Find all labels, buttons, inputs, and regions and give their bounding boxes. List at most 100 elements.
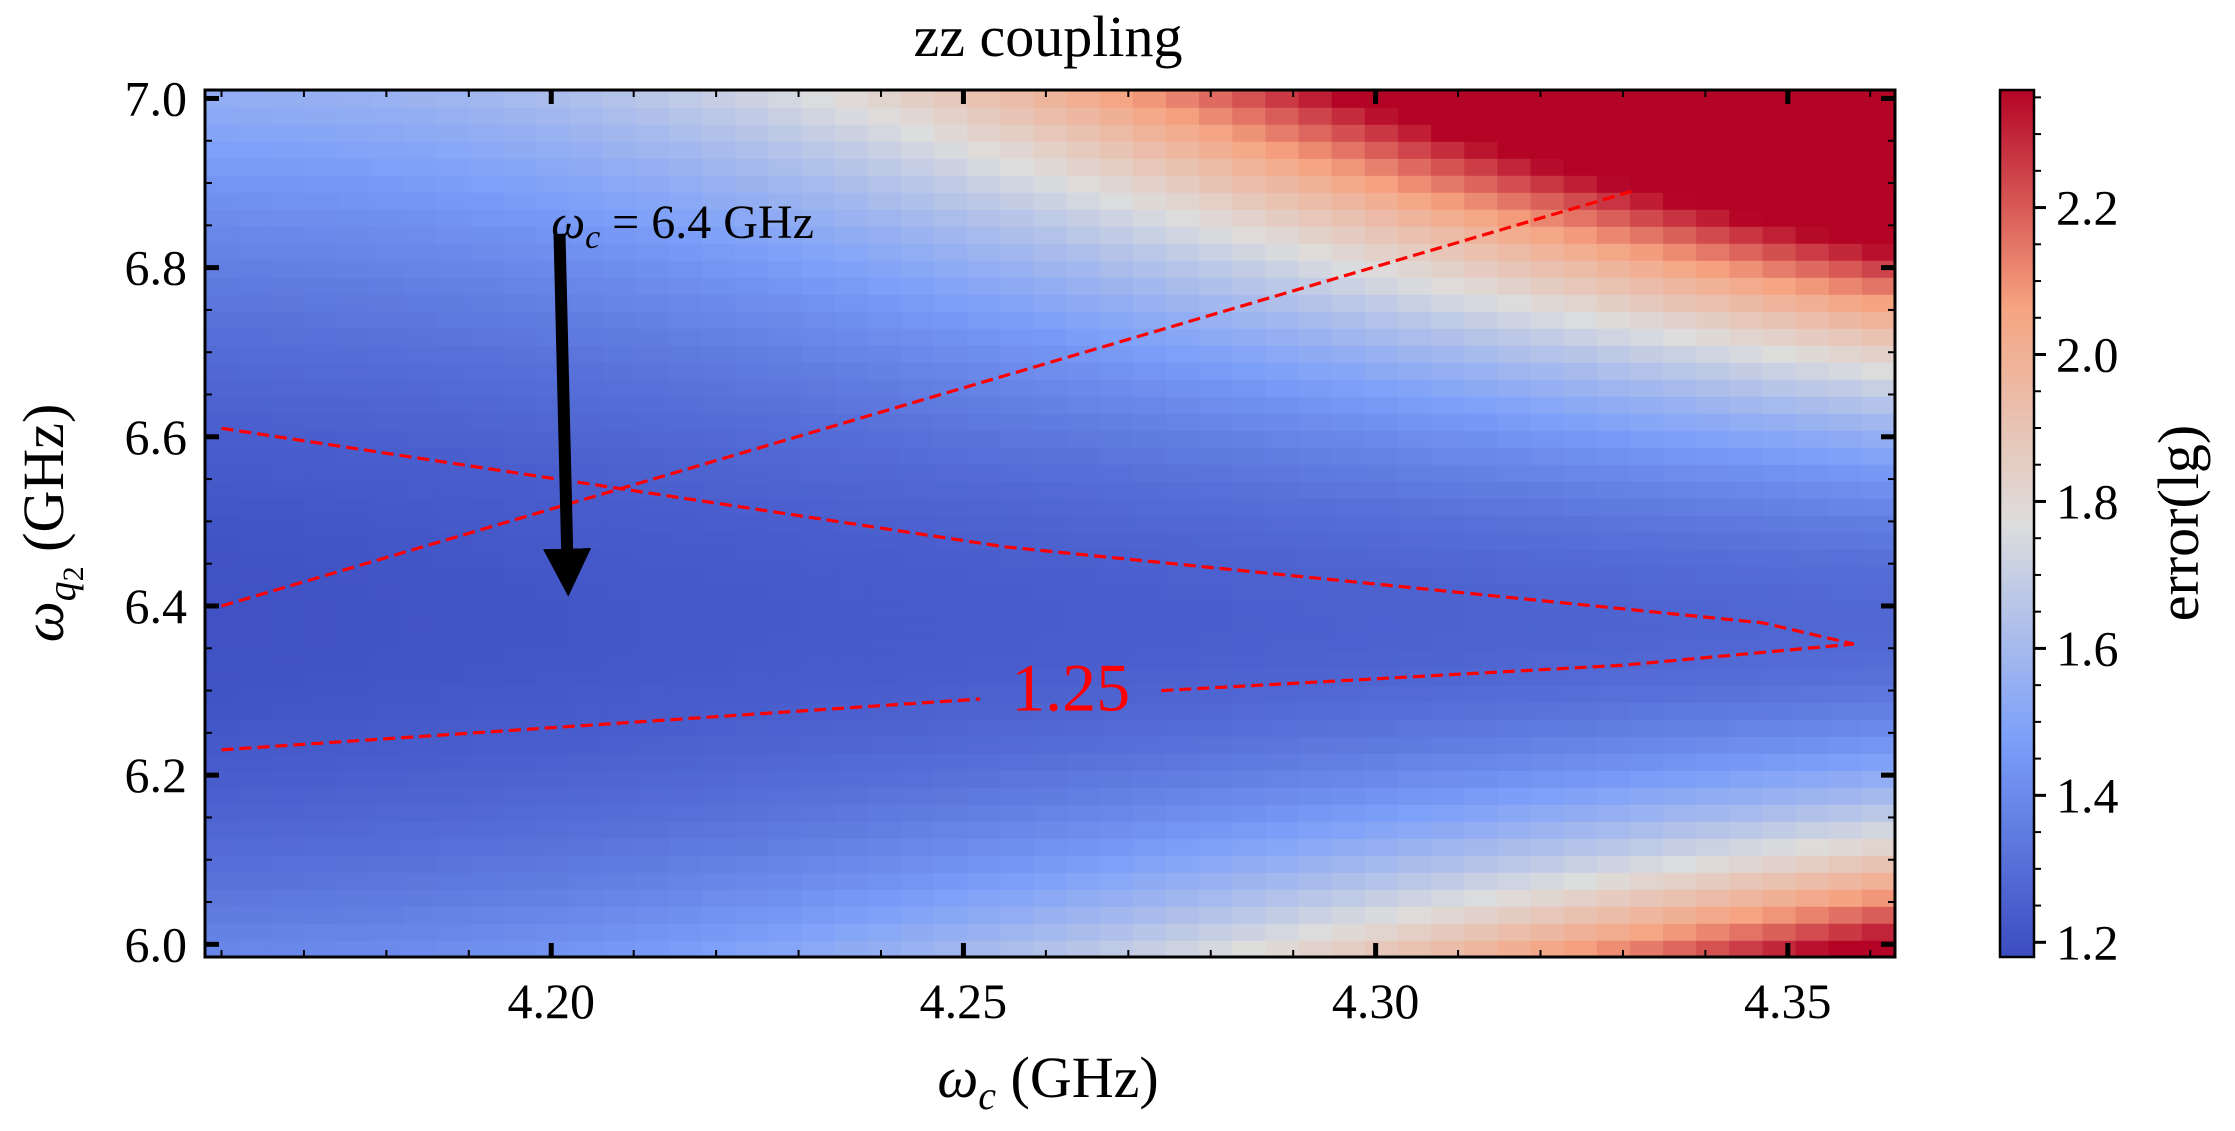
heatmap-cell	[1099, 566, 1134, 584]
heatmap-cell	[238, 532, 273, 550]
heatmap-cell	[569, 787, 604, 805]
heatmap-cell	[1265, 617, 1300, 635]
heatmap-cell	[205, 362, 239, 380]
heatmap-cell	[1199, 124, 1234, 142]
heatmap-cell	[1696, 872, 1731, 890]
heatmap-cell	[271, 447, 306, 465]
y-axis: 6.06.26.46.66.87.0	[125, 71, 1895, 972]
heatmap-cell	[1629, 617, 1664, 635]
heatmap-cell	[1364, 328, 1399, 346]
heatmap-cell	[1464, 345, 1499, 363]
heatmap-cell	[436, 532, 471, 550]
heatmap-cell	[1099, 532, 1134, 550]
heatmap-cell	[1165, 600, 1200, 618]
heatmap-cell	[1596, 379, 1631, 397]
heatmap-cell	[1530, 685, 1565, 703]
heatmap-cell	[470, 532, 505, 550]
heatmap-cell	[1165, 447, 1200, 465]
heatmap-cell	[1099, 736, 1134, 754]
heatmap-cell	[1795, 345, 1830, 363]
heatmap-cell	[735, 192, 770, 210]
heatmap-cell	[735, 872, 770, 890]
heatmap-cell	[1431, 787, 1466, 805]
heatmap-cell	[668, 362, 703, 380]
heatmap-cell	[867, 821, 902, 839]
heatmap-cell	[1199, 583, 1234, 601]
heatmap-cell	[1431, 566, 1466, 584]
heatmap-cell	[271, 141, 306, 159]
heatmap-cell	[1000, 158, 1035, 176]
heatmap-cell	[370, 209, 405, 227]
heatmap-cell	[436, 277, 471, 295]
heatmap-cell	[1530, 328, 1565, 346]
heatmap-cell	[967, 158, 1002, 176]
heatmap-cell	[370, 294, 405, 312]
heatmap-cell	[934, 311, 968, 329]
heatmap-cell	[1663, 940, 1697, 958]
heatmap-cell	[337, 617, 372, 635]
heatmap-cell	[1696, 600, 1731, 618]
heatmap-cell	[834, 90, 869, 108]
heatmap-cell	[1530, 124, 1565, 142]
heatmap-cell	[602, 413, 637, 431]
heatmap-cell	[1397, 362, 1432, 380]
heatmap-cell	[1066, 651, 1101, 669]
heatmap-cell	[1795, 90, 1830, 108]
heatmap-cell	[768, 260, 803, 278]
heatmap-cell	[1397, 872, 1432, 890]
heatmap-cell	[337, 464, 372, 482]
heatmap-cell	[1828, 685, 1863, 703]
heatmap-cell	[1033, 447, 1068, 465]
heatmap-cell	[702, 855, 736, 873]
heatmap-cell	[934, 515, 968, 533]
heatmap-cell	[238, 787, 273, 805]
heatmap-cell	[436, 736, 471, 754]
heatmap-cell	[1232, 906, 1267, 924]
heatmap-cell	[668, 498, 703, 516]
heatmap-cell	[1497, 277, 1532, 295]
heatmap-cell	[735, 821, 770, 839]
heatmap-cell	[1729, 430, 1764, 448]
heatmap-cell	[1165, 464, 1200, 482]
heatmap-cell	[1663, 787, 1697, 805]
heatmap-cell	[768, 192, 803, 210]
heatmap-cell	[801, 770, 836, 788]
heatmap-cell	[470, 668, 505, 686]
heatmap-cell	[238, 498, 273, 516]
heatmap-cell	[635, 583, 670, 601]
heatmap-cell	[1464, 685, 1499, 703]
heatmap-cell	[602, 243, 637, 261]
heatmap-cell	[1861, 600, 1896, 618]
heatmap-cell	[1033, 498, 1068, 516]
heatmap-cell	[1165, 175, 1200, 193]
heatmap-cell	[1397, 804, 1432, 822]
heatmap-cell	[238, 141, 273, 159]
heatmap-cell	[1298, 685, 1333, 703]
heatmap-cell	[934, 158, 968, 176]
heatmap-cell	[1232, 413, 1267, 431]
heatmap-cell	[1861, 311, 1896, 329]
heatmap-cell	[1298, 634, 1333, 652]
heatmap-cell	[1431, 209, 1466, 227]
heatmap-cell	[1033, 736, 1068, 754]
heatmap-cell	[1331, 413, 1366, 431]
heatmap-cell	[1232, 209, 1267, 227]
heatmap-cell	[238, 379, 273, 397]
heatmap-cell	[668, 277, 703, 295]
heatmap-cell	[536, 889, 571, 907]
heatmap-cell	[1265, 804, 1300, 822]
heatmap-cell	[569, 685, 604, 703]
heatmap-cell	[1828, 430, 1863, 448]
heatmap-cell	[1033, 685, 1068, 703]
heatmap-cell	[1265, 141, 1300, 159]
heatmap-cell	[1232, 515, 1267, 533]
heatmap-cell	[205, 532, 239, 550]
heatmap-cell	[1099, 447, 1134, 465]
heatmap-cell	[702, 345, 736, 363]
heatmap-cell	[1099, 719, 1134, 737]
heatmap-cell	[1033, 226, 1068, 244]
heatmap-cell	[1298, 855, 1333, 873]
heatmap-cell	[436, 634, 471, 652]
heatmap-cell	[1861, 872, 1896, 890]
heatmap-cell	[1431, 447, 1466, 465]
